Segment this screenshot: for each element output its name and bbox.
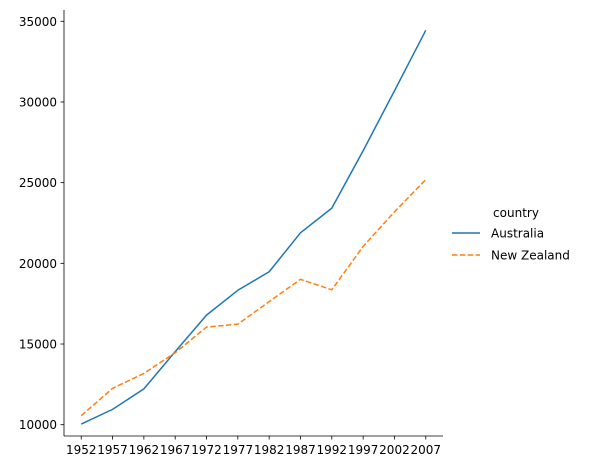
x-tick-label: 1992 (317, 443, 348, 457)
y-tick-label: 35000 (19, 15, 57, 29)
x-tick-label: 1972 (191, 443, 222, 457)
x-ticks: 1952 1957 1962 1967 1972 1977 1982 1987 1992 1997… (66, 436, 441, 457)
x-tick-label: 1957 (97, 443, 128, 457)
legend-items: Australia New Zealand (452, 227, 570, 263)
series-line-new-zealand (80, 179, 427, 417)
legend: country Australia New Zealand (452, 206, 570, 263)
series-layer (80, 29, 427, 425)
x-tick-label: 1987 (285, 443, 316, 457)
x-tick-label: 1982 (254, 443, 285, 457)
y-tick-label: 10000 (19, 418, 57, 432)
x-tick-label: 1997 (348, 443, 379, 457)
legend-label: Australia (491, 227, 544, 241)
y-tick-label: 30000 (19, 95, 57, 109)
y-ticks: 10000 15000 20000 25000 30000 35000 (19, 15, 64, 432)
legend-label: New Zealand (491, 249, 570, 263)
x-tick-label: 2007 (410, 443, 441, 457)
x-tick-label: 1952 (66, 443, 97, 457)
series-line-australia (80, 29, 427, 425)
x-tick-label: 2002 (379, 443, 410, 457)
x-tick-label: 1977 (223, 443, 254, 457)
y-tick-label: 25000 (19, 176, 57, 190)
y-tick-label: 20000 (19, 257, 57, 271)
y-tick-label: 15000 (19, 338, 57, 352)
legend-title: country (493, 206, 539, 220)
x-tick-label: 1967 (160, 443, 191, 457)
x-tick-label: 1962 (129, 443, 160, 457)
